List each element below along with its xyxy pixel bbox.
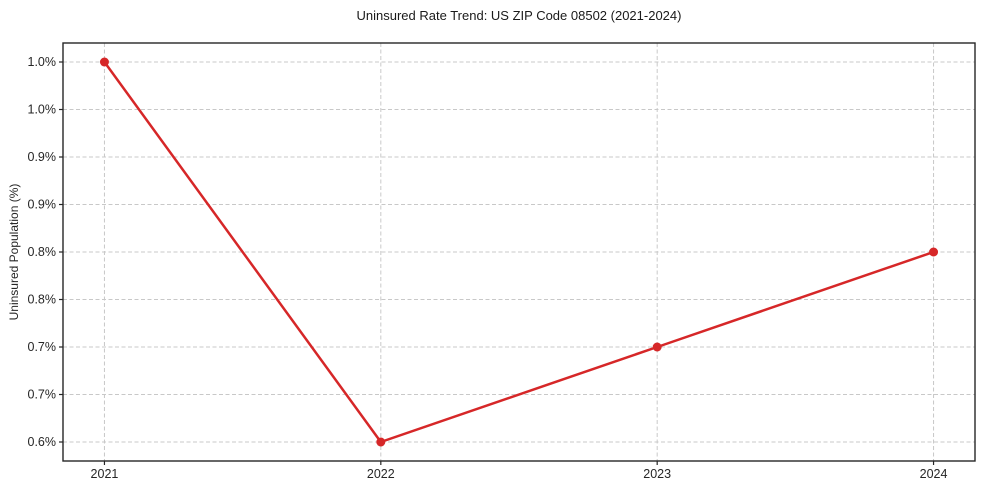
x-tick-label: 2022 <box>367 467 395 481</box>
y-tick-label: 1.0% <box>28 103 57 117</box>
plot-frame <box>62 42 976 462</box>
y-tick-label: 0.9% <box>28 198 57 212</box>
y-tick-label: 0.6% <box>28 435 57 449</box>
data-point <box>652 342 662 352</box>
x-tick-label: 2023 <box>643 467 671 481</box>
x-tick-label: 2024 <box>920 467 948 481</box>
y-tick-label: 0.8% <box>28 293 57 307</box>
y-tick-label: 0.7% <box>28 340 57 354</box>
chart-title: Uninsured Rate Trend: US ZIP Code 08502 … <box>356 8 682 23</box>
data-point <box>929 247 939 257</box>
data-point <box>376 437 386 447</box>
y-tick-label: 0.8% <box>28 245 57 259</box>
y-tick-label: 0.7% <box>28 388 57 402</box>
data-point <box>99 57 109 67</box>
y-tick-label: 1.0% <box>28 55 57 69</box>
trend-line <box>103 60 935 444</box>
x-tick-label: 2021 <box>91 467 119 481</box>
y-tick-label: 0.9% <box>28 150 57 164</box>
